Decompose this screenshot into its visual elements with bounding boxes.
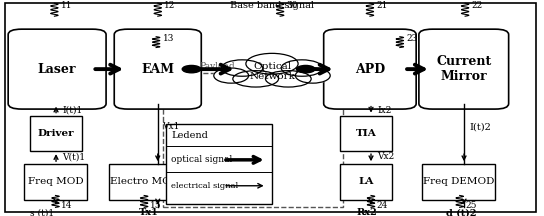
FancyBboxPatch shape (324, 29, 416, 109)
Circle shape (182, 65, 201, 73)
FancyBboxPatch shape (340, 164, 392, 200)
Text: Ix2: Ix2 (378, 106, 392, 115)
Text: 30: 30 (287, 1, 298, 10)
Ellipse shape (295, 68, 330, 83)
FancyBboxPatch shape (8, 29, 106, 109)
Text: Current
Mirror: Current Mirror (436, 55, 491, 83)
Text: 11: 11 (61, 1, 72, 10)
Text: s (t)1: s (t)1 (30, 208, 54, 216)
Text: 13: 13 (163, 34, 175, 43)
Text: Payload: Payload (200, 62, 236, 71)
Text: EAM: EAM (141, 63, 174, 76)
Ellipse shape (221, 60, 263, 76)
Ellipse shape (233, 71, 279, 87)
Text: I(t)2: I(t)2 (469, 123, 491, 132)
Text: TIA: TIA (355, 129, 376, 138)
Text: V(t)1: V(t)1 (63, 152, 86, 161)
Text: 15: 15 (150, 201, 161, 210)
Text: Driver: Driver (38, 129, 74, 138)
FancyBboxPatch shape (24, 164, 87, 200)
Text: Tx1: Tx1 (139, 208, 158, 216)
Text: 25: 25 (465, 201, 477, 210)
Text: Freq DEMOD: Freq DEMOD (423, 178, 494, 186)
Text: 23: 23 (407, 34, 418, 43)
FancyBboxPatch shape (30, 116, 82, 151)
Text: Optical
Network: Optical Network (249, 62, 295, 81)
Text: I(t)1: I(t)1 (63, 106, 83, 115)
FancyBboxPatch shape (340, 116, 392, 151)
FancyBboxPatch shape (419, 29, 509, 109)
Text: d (t)2: d (t)2 (446, 208, 477, 216)
Text: Rx2: Rx2 (357, 208, 378, 216)
Text: Vx2: Vx2 (378, 152, 395, 161)
FancyBboxPatch shape (166, 124, 272, 204)
Text: optical signal: optical signal (171, 155, 233, 164)
Text: 24: 24 (376, 201, 388, 210)
FancyBboxPatch shape (422, 164, 495, 200)
Ellipse shape (214, 68, 249, 83)
Text: 21: 21 (376, 1, 388, 10)
Ellipse shape (265, 71, 311, 87)
Text: Freq MOD: Freq MOD (28, 178, 84, 186)
FancyBboxPatch shape (114, 29, 201, 109)
FancyBboxPatch shape (5, 3, 536, 212)
Text: Base band signal: Base band signal (230, 1, 314, 10)
Circle shape (296, 65, 315, 73)
Text: APD: APD (355, 63, 385, 76)
Ellipse shape (281, 60, 323, 76)
Text: Electro MOD: Electro MOD (110, 178, 178, 186)
Ellipse shape (246, 53, 298, 74)
FancyBboxPatch shape (109, 164, 180, 200)
Text: Ledend: Ledend (171, 130, 208, 140)
Text: 12: 12 (164, 1, 176, 10)
Text: electrical signal: electrical signal (171, 182, 239, 190)
Text: 22: 22 (472, 1, 483, 10)
Text: 14: 14 (61, 201, 72, 210)
Text: LA: LA (358, 178, 374, 186)
Text: Laser: Laser (38, 63, 76, 76)
Text: Vx1: Vx1 (162, 122, 180, 131)
